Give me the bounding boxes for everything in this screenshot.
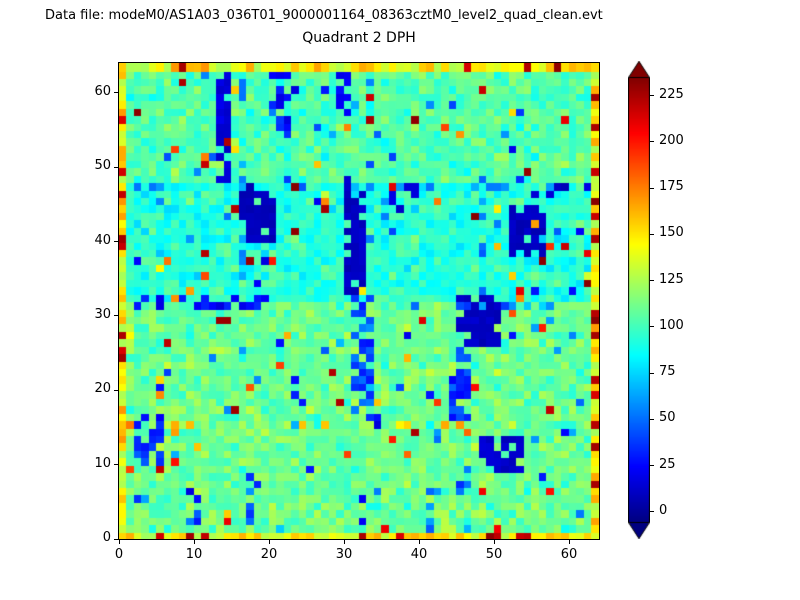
colorbar-tick-label: 100 — [659, 317, 684, 333]
y-tick-mark — [114, 92, 118, 94]
x-tick-mark — [119, 540, 120, 544]
x-tick-label: 0 — [114, 547, 124, 562]
colorbar-tick-mark — [650, 465, 654, 467]
colorbar: 0 25 50 75 100 125 150 175 200 225 — [628, 61, 684, 539]
x-tick-mark — [569, 540, 570, 544]
colorbar-tick-label: 75 — [659, 364, 676, 380]
y-tick-label: 20 — [94, 381, 111, 397]
y-tick-label: 60 — [94, 83, 111, 99]
y-tick-mark — [114, 538, 118, 540]
x-tick-mark — [344, 540, 345, 544]
data-file-label: Data file: modeM0/AS1A03_036T01_90000011… — [45, 8, 603, 23]
x-tick-mark — [269, 540, 270, 544]
colorbar-tick-label: 50 — [659, 410, 676, 426]
colorbar-tick-mark — [650, 141, 654, 143]
x-tick-mark — [494, 540, 495, 544]
x-tick-mark — [419, 540, 420, 544]
colorbar-tick-mark — [650, 418, 654, 420]
y-tick-label: 30 — [94, 306, 111, 322]
x-tick-label: 40 — [410, 547, 428, 562]
colorbar-tick-mark — [650, 372, 654, 374]
chart-title: Quadrant 2 DPH — [302, 30, 416, 46]
colorbar-tick-mark — [650, 280, 654, 282]
colorbar-canvas — [628, 61, 650, 539]
x-tick-label: 10 — [185, 547, 203, 562]
colorbar-tick-label: 175 — [659, 179, 684, 195]
x-tick-label: 50 — [485, 547, 503, 562]
y-tick-mark — [114, 241, 118, 242]
colorbar-tick-mark — [650, 95, 654, 96]
colorbar-tick-mark — [650, 233, 654, 235]
heatmap-plot: 0 10 20 30 40 50 60 0 10 20 30 40 50 60 — [94, 62, 600, 562]
x-tick-mark — [194, 540, 195, 544]
colorbar-tick-label: 0 — [659, 502, 668, 518]
colorbar-tick-mark — [650, 326, 654, 328]
colorbar-tick-label: 200 — [659, 132, 684, 148]
x-tick-label: 30 — [335, 547, 353, 562]
y-tick-label: 0 — [102, 530, 111, 545]
y-tick-mark — [114, 315, 118, 317]
x-tick-label: 60 — [560, 547, 578, 562]
x-tick-label: 20 — [260, 547, 278, 562]
colorbar-tick-mark — [650, 511, 654, 513]
heatmap-canvas — [119, 63, 599, 539]
colorbar-tick-label: 25 — [659, 456, 676, 472]
y-tick-label: 10 — [94, 455, 111, 471]
colorbar-tick-label: 150 — [659, 225, 684, 241]
y-tick-label: 50 — [94, 158, 111, 174]
y-tick-mark — [114, 166, 118, 168]
colorbar-tick-mark — [650, 187, 654, 189]
y-tick-mark — [114, 389, 118, 391]
y-tick-mark — [114, 464, 118, 466]
colorbar-tick-label: 125 — [659, 271, 684, 287]
y-tick-label: 40 — [94, 232, 111, 248]
colorbar-tick-label: 225 — [659, 86, 684, 102]
